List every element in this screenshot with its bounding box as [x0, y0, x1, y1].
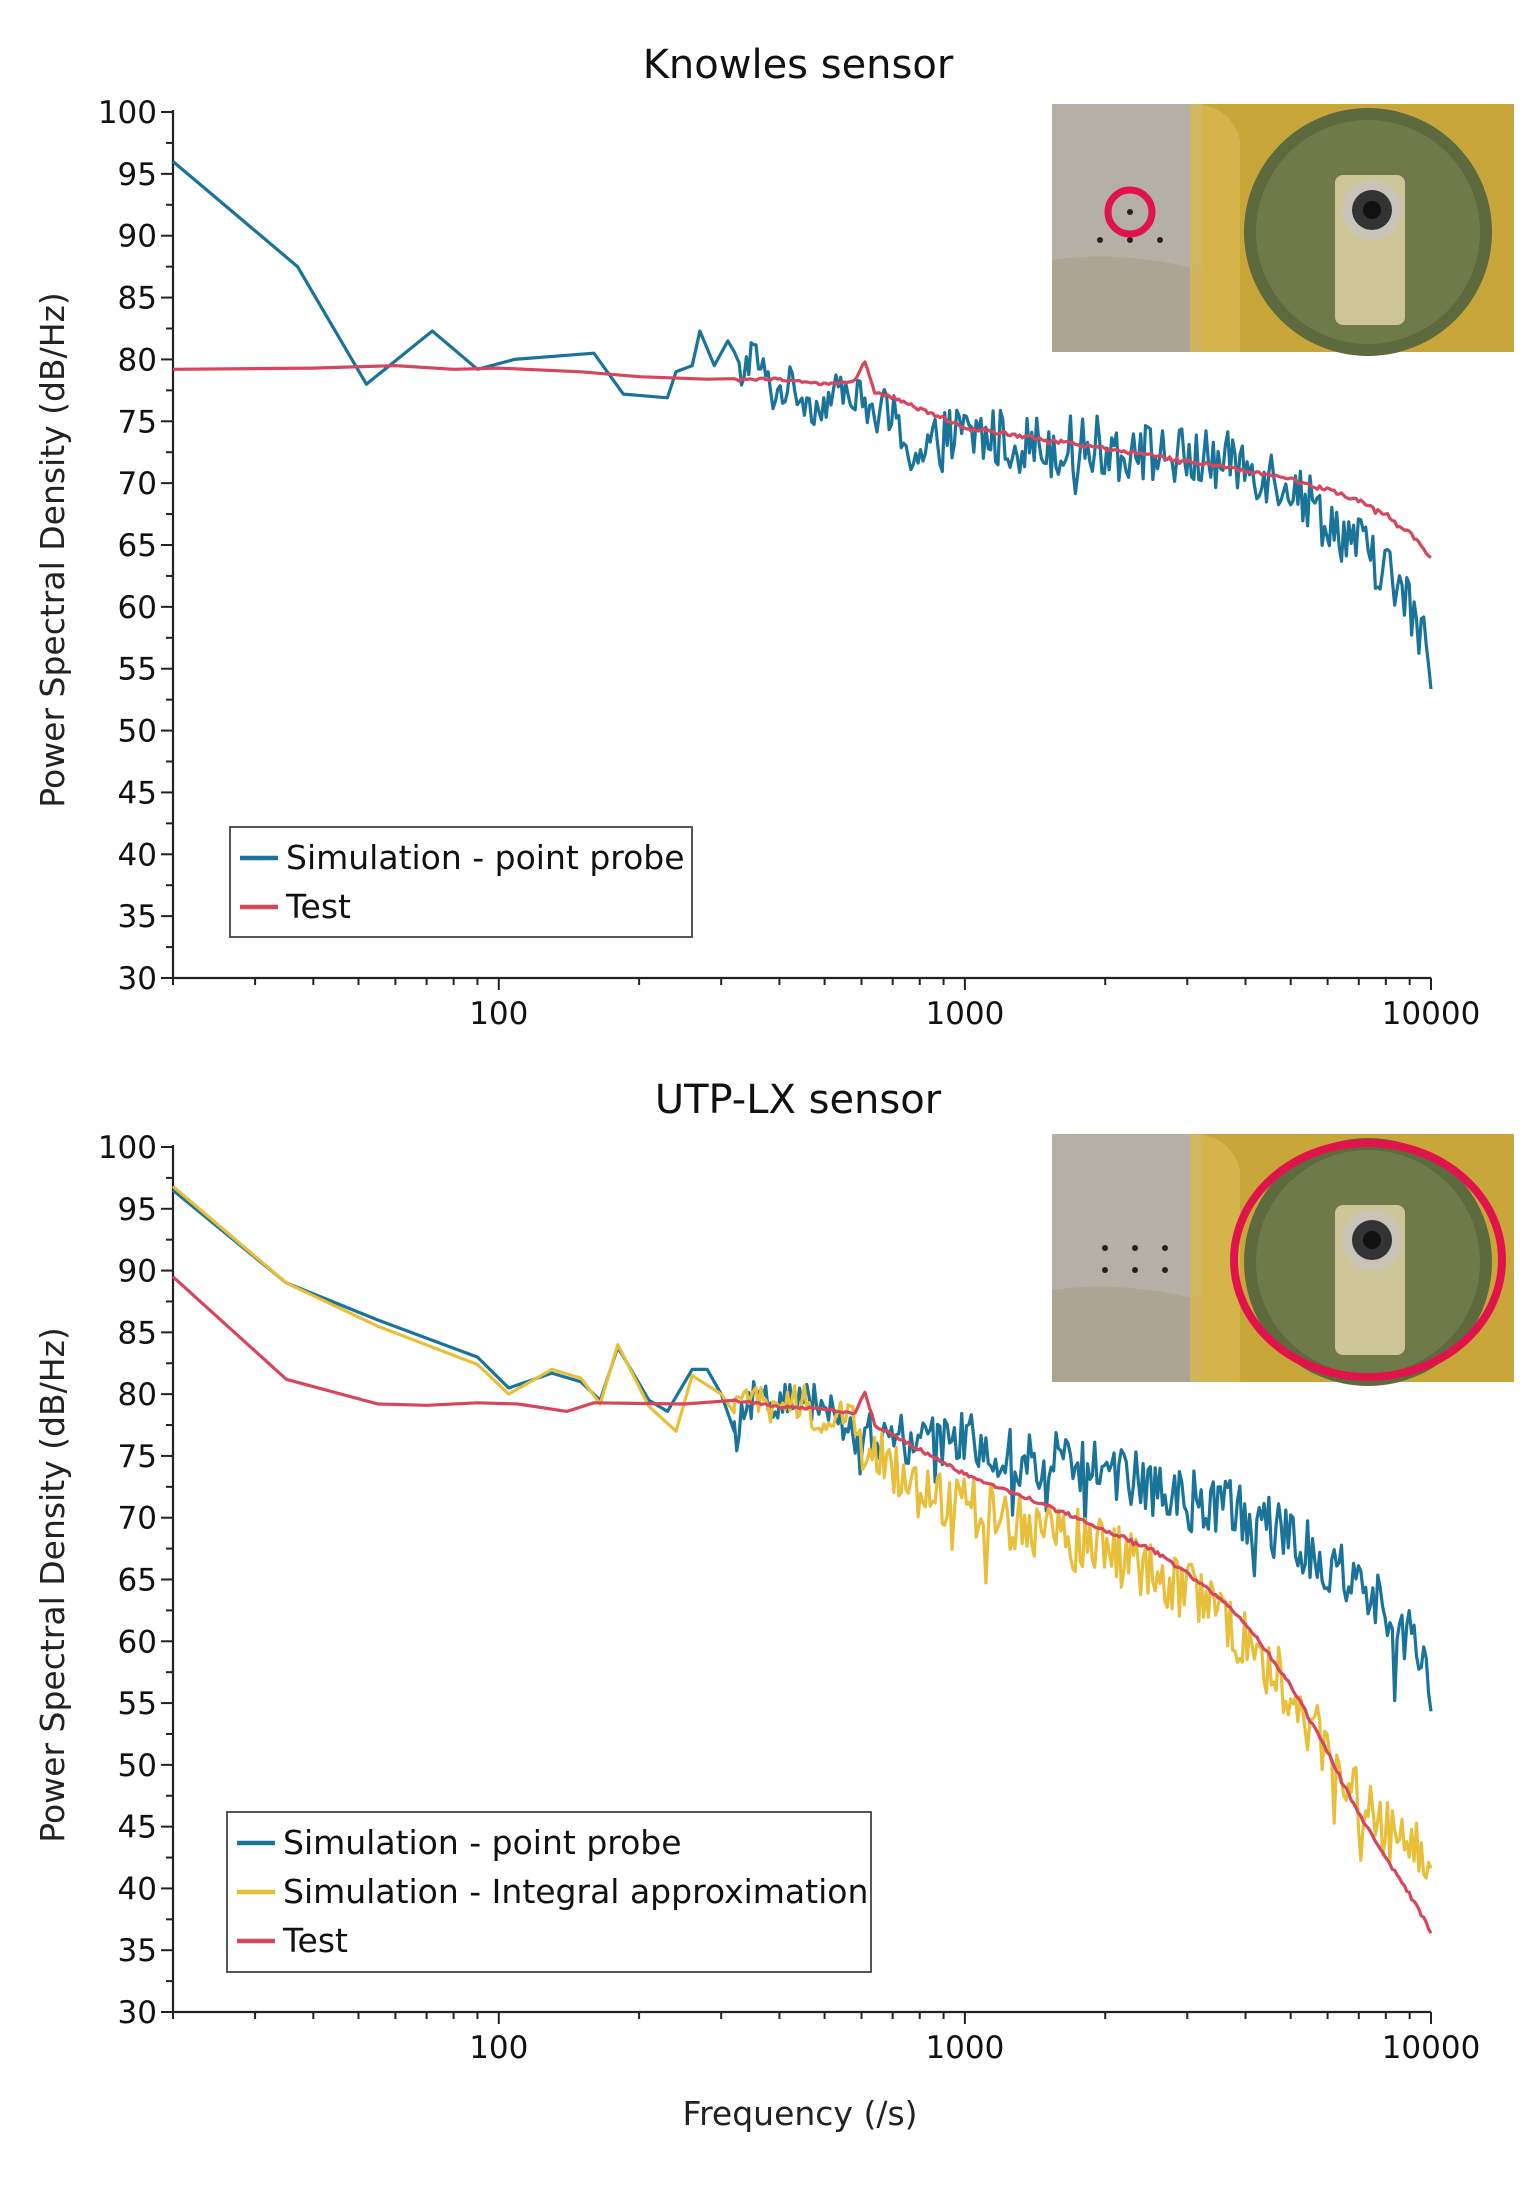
y-tick-label: 95 [118, 157, 157, 193]
y-tick-label: 40 [118, 1871, 157, 1907]
y-tick-label: 95 [118, 1192, 157, 1228]
sensor-photo-inset [1052, 1134, 1514, 1386]
y-tick-label: 30 [118, 1995, 157, 2031]
y-tick-label: 100 [98, 95, 157, 131]
sensor-photo-inset [1052, 104, 1514, 356]
y-tick-label: 60 [118, 1624, 157, 1660]
x-axis-label: Frequency (/s) [682, 2094, 917, 2133]
series-layer [171, 160, 1433, 690]
series-line-simulation-integral-approximation [171, 1185, 1433, 1880]
knowles-chart: Knowles sensor Power Spectral Density (d… [33, 42, 1514, 1032]
utp-lx-chart: UTP-LX sensor Power Spectral Density (dB… [33, 1077, 1514, 2066]
y-tick-label: 70 [118, 1501, 157, 1537]
series-line-simulation-point-probe [171, 160, 1433, 690]
y-axis-label: Power Spectral Density (dB/Hz) [33, 1327, 72, 1843]
series-layer [171, 1185, 1433, 1934]
y-tick-label: 85 [118, 281, 157, 317]
y-axis-label: Power Spectral Density (dB/Hz) [33, 292, 72, 808]
legend: Simulation - point probe Test [229, 826, 693, 938]
y-tick-label: 45 [118, 775, 157, 811]
x-tick-label: 100 [469, 2030, 528, 2066]
y-tick-label: 75 [118, 1439, 157, 1475]
y-tick-label: 80 [118, 342, 157, 378]
y-tick-label: 100 [98, 1130, 157, 1166]
y-tick-label: 35 [118, 899, 157, 935]
y-tick-label: 40 [118, 837, 157, 873]
legend-entry: Simulation - point probe [286, 838, 685, 877]
legend-box [229, 826, 693, 938]
axes: 100 95 90 85 80 75 70 65 60 55 50 45 40 35 30 100 1000 10… [98, 1130, 1480, 2066]
chart-title: Knowles sensor [643, 42, 954, 88]
legend: Simulation - point probe Simulation - Int… [226, 1811, 872, 1973]
y-tick-label: 90 [118, 219, 157, 255]
y-tick-label: 55 [118, 652, 157, 688]
y-tick-label: 55 [118, 1686, 157, 1722]
legend-entry: Test [285, 887, 351, 926]
y-tick-label: 80 [118, 1377, 157, 1413]
y-tick-label: 90 [118, 1254, 157, 1290]
y-tick-label: 60 [118, 590, 157, 626]
axes: 100 95 90 85 80 75 70 65 60 55 50 45 40 35 30 100 1000 10… [98, 95, 1480, 1032]
y-tick-label: 30 [118, 961, 157, 997]
series-line-test [172, 360, 1432, 559]
y-tick-label: 75 [118, 404, 157, 440]
y-tick-label: 70 [118, 466, 157, 502]
y-tick-label: 35 [118, 1933, 157, 1969]
x-tick-label: 10000 [1382, 2030, 1481, 2066]
y-tick-label: 45 [118, 1810, 157, 1846]
legend-box [226, 1811, 872, 1973]
x-tick-label: 10000 [1382, 996, 1481, 1032]
x-tick-label: 1000 [925, 2030, 1004, 2066]
x-tick-label: 100 [469, 996, 528, 1032]
x-tick-label: 1000 [925, 996, 1004, 1032]
series-line-test [171, 1275, 1433, 1934]
y-tick-label: 65 [118, 528, 157, 564]
y-tick-label: 50 [118, 1748, 157, 1784]
chart-title: UTP-LX sensor [655, 1077, 942, 1123]
legend-entry: Test [282, 1921, 348, 1960]
y-tick-label: 65 [118, 1563, 157, 1599]
y-tick-label: 85 [118, 1315, 157, 1351]
legend-entry: Simulation - point probe [283, 1823, 682, 1862]
y-tick-label: 50 [118, 714, 157, 750]
legend-entry: Simulation - Integral approximation [283, 1872, 868, 1911]
